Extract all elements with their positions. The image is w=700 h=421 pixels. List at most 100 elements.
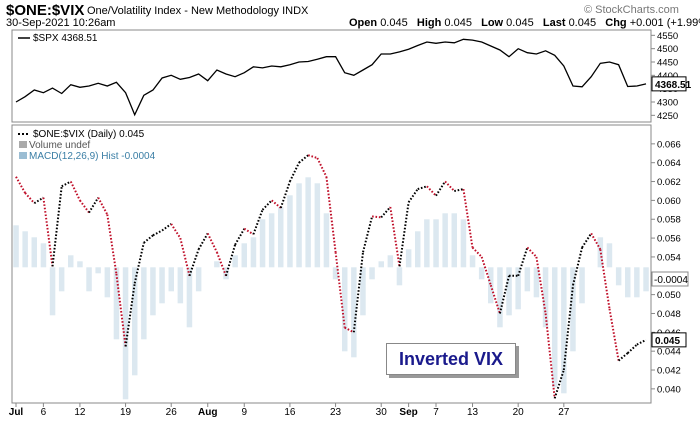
ratio-last-badge: 0.045 (651, 332, 687, 348)
x-tick-label: 26 (166, 407, 178, 418)
macd-bar (314, 183, 321, 268)
x-tick-label: Jul (9, 407, 24, 418)
macd-bar (104, 267, 111, 298)
ratio-segment (617, 352, 629, 362)
macd-bar (460, 219, 467, 268)
ratio-segment (454, 188, 464, 192)
exchange: INDX (282, 5, 309, 17)
macd-bar (232, 255, 238, 268)
macd-bar (214, 261, 220, 268)
macd-bar (561, 267, 567, 394)
macd-bar (141, 267, 147, 340)
ratio-segment (417, 185, 428, 191)
macd-bar (506, 267, 512, 316)
volume-legend-text: Volume undef (29, 140, 90, 151)
macd-bar (597, 237, 604, 268)
x-tick-label: 7 (433, 407, 439, 418)
macd-bar (186, 267, 193, 328)
ratio-segment (471, 246, 483, 258)
macd-bar (68, 255, 74, 268)
spx-y-tick: 4400 (657, 71, 678, 82)
macd-bar (132, 267, 138, 376)
macd-bar (40, 243, 47, 268)
macd-bar (250, 237, 257, 268)
main-y-tick: 0.048 (657, 309, 681, 320)
macd-bar (524, 267, 531, 292)
spx-y-tick: 4300 (657, 98, 678, 109)
macd-bar (415, 231, 421, 268)
x-tick-label: 19 (120, 407, 132, 418)
ratio-segment (380, 206, 392, 219)
macd-bar (433, 219, 439, 268)
main-y-tick: 0.044 (657, 347, 681, 358)
ratio-segment (316, 157, 328, 178)
quote-bar: Open 0.045 High 0.045 Low 0.045 Last 0.0… (349, 17, 700, 29)
macd-bar (268, 213, 275, 268)
ratio-segment (489, 284, 501, 314)
ratio-segment (197, 232, 209, 250)
spx-y-tick: 4550 (657, 31, 678, 42)
x-tick-label: 9 (241, 407, 247, 418)
ratio-segment (161, 223, 172, 232)
ratio-segment (307, 154, 318, 159)
macd-bar (332, 267, 339, 280)
x-tick-label: 23 (330, 407, 342, 418)
ratio-segment (627, 343, 638, 354)
ratio-segment (33, 196, 44, 205)
main-y-tick: 0.058 (657, 215, 681, 226)
macd-bar (122, 267, 129, 400)
macd-bar (241, 243, 247, 268)
macd-bar (634, 267, 640, 298)
ratio-segment (133, 242, 145, 284)
macd-bar (378, 261, 384, 268)
macd-bar (579, 267, 585, 304)
description-text: One/Volatility Index - New Methodology (87, 5, 279, 17)
ratio-segment (544, 313, 556, 399)
ratio-legend: $ONE:$VIX (Daily) 0.045 (18, 129, 145, 140)
ratio-last-badge-text: 0.045 (655, 336, 680, 347)
main-y-tick: 0.060 (657, 196, 681, 207)
macd-bar (177, 267, 184, 304)
ratio-segment (124, 283, 136, 347)
macd-bar (22, 231, 28, 268)
spx-y-tick: 4250 (657, 111, 678, 122)
macd-bar (451, 213, 457, 268)
logo-text: © StockCharts.com (584, 4, 679, 16)
ratio-segment (271, 199, 282, 209)
main-y-tick: 0.064 (657, 158, 681, 169)
ratio-segment (608, 308, 620, 361)
x-tick-label: 27 (558, 407, 570, 418)
macd-legend-text: MACD(12,26,9) Hist -0.0004 (29, 151, 156, 162)
macd-bar (95, 267, 101, 274)
macd-bar (278, 207, 284, 268)
chg-label: Chg (605, 17, 627, 29)
macd-last-badge-box (651, 271, 689, 287)
ratio-segment (444, 180, 456, 192)
spx-last-badge: 4368.51 (651, 76, 692, 92)
symbol-title: $ONE:$VIX (6, 2, 84, 19)
macd-bar (478, 267, 485, 280)
ratio-segment (24, 192, 36, 204)
ratio-segment (407, 188, 419, 203)
macd-bar (31, 237, 37, 268)
ratio-segment (261, 199, 273, 211)
ratio-segment (435, 180, 446, 197)
spx-series (15, 38, 647, 117)
ratio-segment (517, 247, 529, 277)
macd-bar (323, 213, 330, 268)
macd-bar (469, 255, 476, 268)
spx-y-tick: 4450 (657, 58, 678, 69)
ratio-segment (69, 181, 81, 201)
ratio-segment (206, 232, 218, 253)
macd-bar (159, 267, 165, 304)
ratio-segment (97, 197, 109, 215)
x-tick-label: 20 (513, 407, 525, 418)
stockcharts-logo: © StockCharts.com (584, 4, 679, 16)
main-y-tick: 0.050 (657, 290, 681, 301)
macd-bar (49, 267, 56, 316)
macd-bar (360, 267, 366, 316)
spx-last-badge-text: 4368.51 (655, 80, 692, 91)
volume-legend-swatch (19, 141, 27, 148)
ratio-legend-text: $ONE:$VIX (Daily) 0.045 (33, 129, 145, 140)
